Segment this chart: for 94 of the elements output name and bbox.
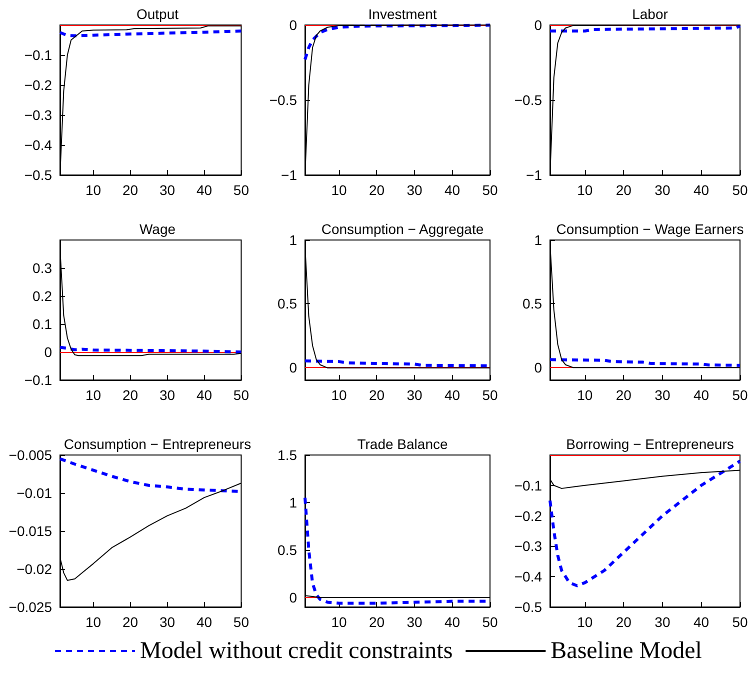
x-tick-label: 50	[233, 614, 250, 630]
y-tick-label: −1	[281, 167, 298, 183]
y-tick-label: 1	[534, 232, 542, 248]
y-tick-label: −0.015	[8, 523, 52, 539]
x-tick-label: 40	[693, 614, 710, 630]
x-tick-label: 10	[85, 614, 102, 630]
x-tick-label: 50	[233, 387, 250, 403]
chart-title: Consumption − Entrepreneurs	[64, 436, 252, 452]
x-tick-label: 30	[654, 614, 670, 630]
chart-title: Consumption − Wage Earners	[556, 221, 744, 237]
y-tick-label: −0.1	[24, 47, 52, 63]
x-tick-label: 30	[406, 182, 422, 198]
y-tick-label: 0	[289, 17, 298, 33]
chart-title: Trade Balance	[357, 436, 448, 452]
x-tick-label: 30	[654, 182, 670, 198]
x-tick-label: 40	[444, 614, 460, 630]
y-tick-label: −1	[526, 167, 542, 183]
x-tick-label: 30	[159, 387, 176, 403]
x-tick-label: 40	[196, 614, 212, 630]
x-tick-label: 10	[577, 182, 593, 198]
y-tick-label: −0.01	[16, 485, 52, 501]
x-tick-label: 40	[444, 182, 460, 198]
chart-title: Output	[136, 6, 179, 22]
chart-title: Labor	[632, 6, 668, 22]
x-tick-label: 30	[654, 387, 670, 403]
y-tick-label: −0.5	[24, 167, 52, 183]
y-tick-label: 0	[44, 344, 52, 360]
x-tick-label: 20	[616, 182, 632, 198]
y-tick-label: −0.2	[514, 508, 542, 524]
chart-title: Wage	[139, 221, 176, 237]
y-tick-label: 0	[534, 359, 542, 376]
x-tick-label: 50	[732, 387, 748, 403]
x-tick-label: 40	[196, 182, 212, 198]
x-tick-label: 20	[122, 614, 138, 630]
y-tick-label: −0.5	[514, 599, 542, 615]
y-tick-label: −0.4	[514, 568, 542, 585]
y-tick-label: 1.5	[278, 447, 298, 463]
x-tick-label: 20	[122, 387, 138, 403]
x-tick-label: 50	[482, 387, 498, 403]
x-tick-label: 50	[482, 182, 498, 198]
line-series	[548, 460, 742, 588]
x-tick-label: 20	[368, 614, 385, 630]
x-tick-label: 20	[616, 614, 632, 630]
y-tick-label: −0.005	[8, 447, 52, 463]
x-tick-label: 30	[159, 182, 176, 198]
y-tick-label: −0.1	[514, 477, 542, 494]
x-tick-label: 50	[732, 182, 748, 198]
legend-label: Baseline Model	[550, 638, 702, 664]
legend-label: Model without credit constraints	[140, 638, 453, 664]
y-tick-label: 0.5	[522, 296, 542, 312]
line-series	[304, 24, 492, 61]
x-tick-label: 30	[406, 387, 422, 403]
x-tick-label: 40	[693, 387, 710, 403]
y-tick-label: 0	[534, 17, 542, 33]
x-tick-label: 50	[482, 614, 498, 630]
y-tick-label: −0.1	[24, 372, 52, 388]
y-tick-label: 0.5	[278, 542, 298, 558]
y-tick-label: 0.5	[278, 296, 298, 312]
y-tick-label: −0.3	[24, 107, 52, 123]
y-tick-label: 0	[289, 590, 298, 606]
x-tick-label: 30	[406, 614, 422, 630]
x-tick-label: 40	[444, 387, 460, 403]
y-tick-label: 1	[289, 232, 298, 248]
y-tick-label: −0.02	[16, 561, 52, 577]
y-tick-label: −0.2	[24, 77, 52, 93]
y-tick-label: 0.1	[32, 316, 52, 332]
y-tick-label: −0.5	[269, 92, 298, 108]
y-tick-label: −0.5	[514, 92, 542, 108]
chart-title: Investment	[368, 6, 437, 22]
x-tick-label: 40	[693, 182, 710, 198]
chart-title: Borrowing − Entrepreneurs	[566, 436, 734, 452]
y-tick-label: 0	[289, 359, 298, 376]
y-tick-label: −0.4	[24, 137, 52, 153]
x-tick-label: 20	[616, 387, 632, 403]
x-tick-label: 50	[233, 182, 250, 198]
x-tick-label: 30	[159, 614, 176, 630]
chart-title: Consumption − Aggregate	[321, 221, 484, 237]
y-tick-label: 1	[289, 494, 298, 510]
x-tick-label: 20	[368, 182, 385, 198]
x-tick-label: 10	[577, 614, 593, 630]
x-tick-label: 20	[368, 387, 385, 403]
y-tick-label: −0.3	[514, 538, 542, 554]
x-tick-label: 10	[331, 182, 347, 198]
y-tick-label: 0.2	[32, 288, 52, 304]
y-tick-label: 0.3	[32, 260, 52, 276]
x-tick-label: 10	[85, 387, 102, 403]
x-tick-label: 10	[331, 387, 347, 403]
x-tick-label: 40	[196, 387, 212, 403]
x-tick-label: 50	[732, 614, 748, 630]
y-tick-label: −0.025	[8, 599, 52, 615]
x-tick-label: 10	[577, 387, 593, 403]
x-tick-label: 10	[331, 614, 347, 630]
x-tick-label: 20	[122, 182, 138, 198]
x-tick-label: 10	[85, 182, 102, 198]
